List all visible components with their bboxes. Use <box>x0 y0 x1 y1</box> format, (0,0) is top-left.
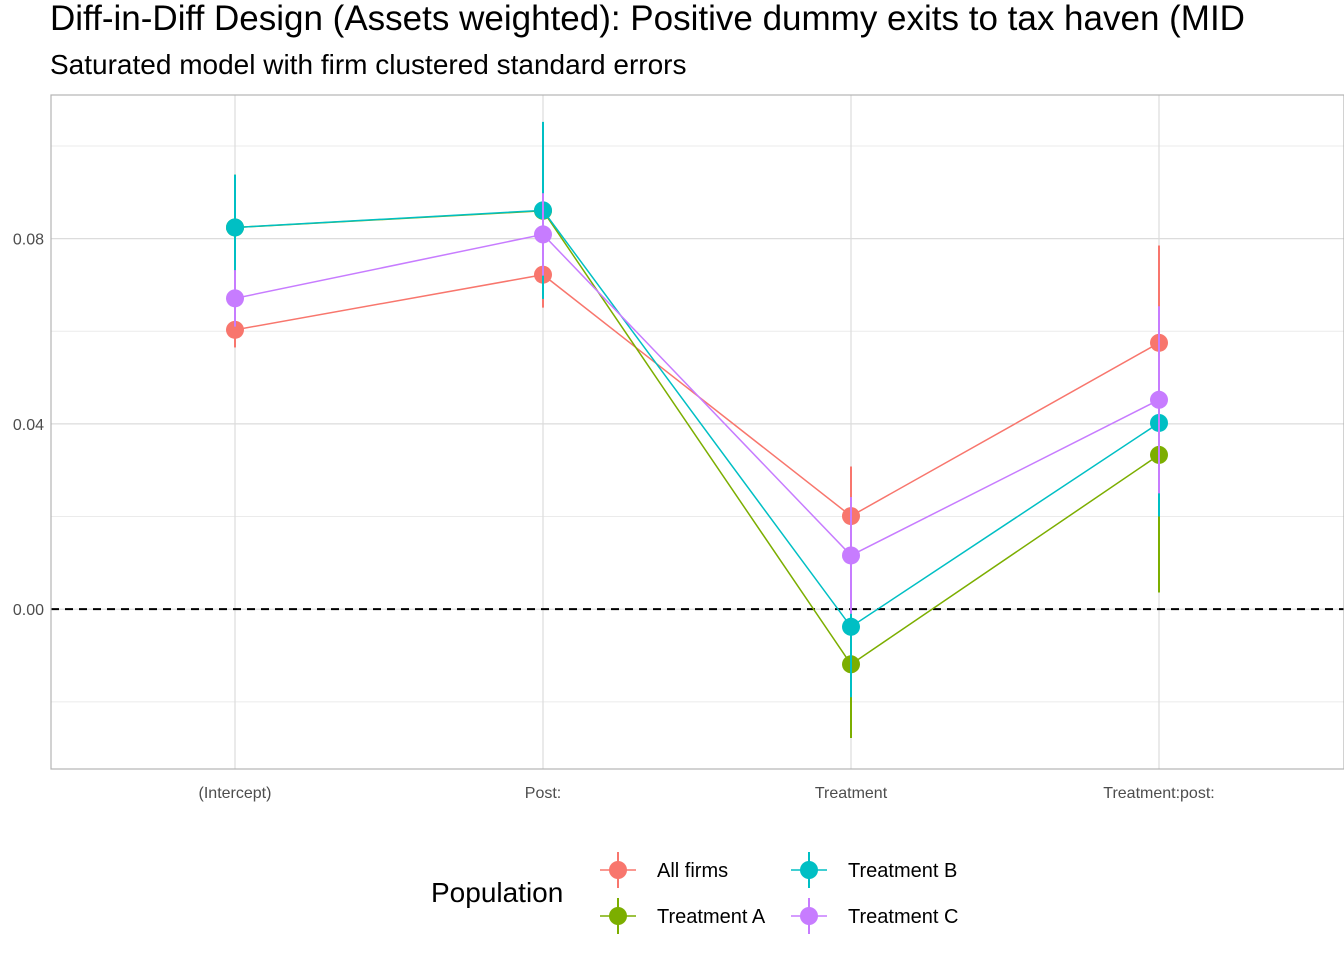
y-axis-ticks: 0.00 0.04 0.08 <box>13 232 44 620</box>
data-point <box>226 218 244 237</box>
chart-subtitle: Saturated model with firm clustered stan… <box>50 49 687 80</box>
x-tick-label: Post: <box>525 785 561 802</box>
legend-keys: All firms Treatment A Treatment B Treatment… <box>600 852 958 934</box>
series-layer <box>226 121 1168 738</box>
data-point <box>226 289 244 308</box>
minor-gridlines <box>51 145 1344 703</box>
data-point <box>534 225 552 244</box>
legend-key-point <box>609 907 627 925</box>
data-point <box>842 617 860 636</box>
plot-panel <box>50 94 1344 770</box>
legend-label: Treatment C <box>848 906 958 928</box>
series-line <box>234 209 1160 628</box>
chart-title: Diff-in-Diff Design (Assets weighted): P… <box>50 0 1245 38</box>
x-axis-ticks: (Intercept) Post: Treatment Treatment:post: <box>199 785 1215 802</box>
series-treatment-c <box>226 193 1168 614</box>
legend-title: Population <box>431 877 563 908</box>
x-tick-label: Treatment:post: <box>1103 785 1214 802</box>
legend-item: All firms <box>600 852 728 888</box>
x-tick-label: (Intercept) <box>199 785 272 802</box>
data-point <box>842 546 860 565</box>
y-tick-label: 0.08 <box>13 232 44 249</box>
legend: Population All firms Treatment A Treatment… <box>431 852 958 934</box>
legend-item: Treatment C <box>791 898 958 934</box>
panel-border <box>50 94 1344 770</box>
legend-key-point <box>609 861 627 879</box>
legend-label: Treatment A <box>657 906 766 928</box>
x-tick-label: Treatment <box>815 785 888 802</box>
legend-key-point <box>800 861 818 879</box>
y-tick-label: 0.00 <box>13 602 44 619</box>
series-line <box>234 233 1160 557</box>
legend-item: Treatment A <box>600 898 766 934</box>
legend-label: All firms <box>657 860 728 882</box>
panel-background <box>51 95 1344 769</box>
y-tick-label: 0.04 <box>13 417 44 434</box>
legend-label: Treatment B <box>848 860 957 882</box>
data-point <box>1150 390 1168 409</box>
legend-key-point <box>800 907 818 925</box>
legend-item: Treatment B <box>791 852 957 888</box>
data-point <box>226 320 244 339</box>
